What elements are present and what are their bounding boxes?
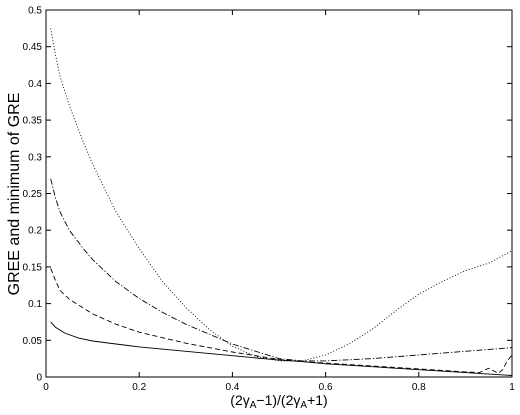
y-tick-label: 0.15 (23, 262, 43, 273)
y-tick-label: 0.25 (23, 189, 43, 200)
y-tick-label: 0.5 (28, 6, 42, 17)
y-tick-label: 0.45 (23, 42, 43, 53)
x-axis-label: (2γA−1)/(2γA+1) (230, 392, 327, 411)
tick-labels: 0 0.2 0.4 0.6 0.8 1 0 0.05 0.1 0.15 0.2 0.25 0.3 0.35… (23, 6, 516, 394)
x-tick-label: 0.2 (132, 382, 146, 393)
plot-lines (50, 28, 513, 376)
series-line-dashed (50, 268, 513, 374)
y-tick-label: 0.35 (23, 116, 43, 127)
x-tick-label: 1 (509, 382, 515, 393)
y-tick-label: 0.3 (28, 152, 42, 163)
series-line-dotted (50, 28, 513, 362)
y-tick-label: 0.2 (28, 226, 42, 237)
x-tick-label: 0.4 (225, 382, 239, 393)
y-axis-label: GREE and minimum of GRE (6, 93, 23, 296)
y-tick-label: 0 (36, 373, 42, 384)
x-tick-label: 0.6 (319, 382, 333, 393)
y-tick-label: 0.05 (23, 336, 43, 347)
y-tick-label: 0.4 (28, 79, 42, 90)
series-line-dash-dot (50, 178, 513, 362)
x-tick-label: 0.8 (412, 382, 426, 393)
axes-frame (45, 9, 513, 378)
x-tick-label: 0 (43, 382, 49, 393)
y-tick-label: 0.1 (28, 299, 42, 310)
ticks (45, 9, 513, 378)
series-line-solid (50, 321, 513, 376)
